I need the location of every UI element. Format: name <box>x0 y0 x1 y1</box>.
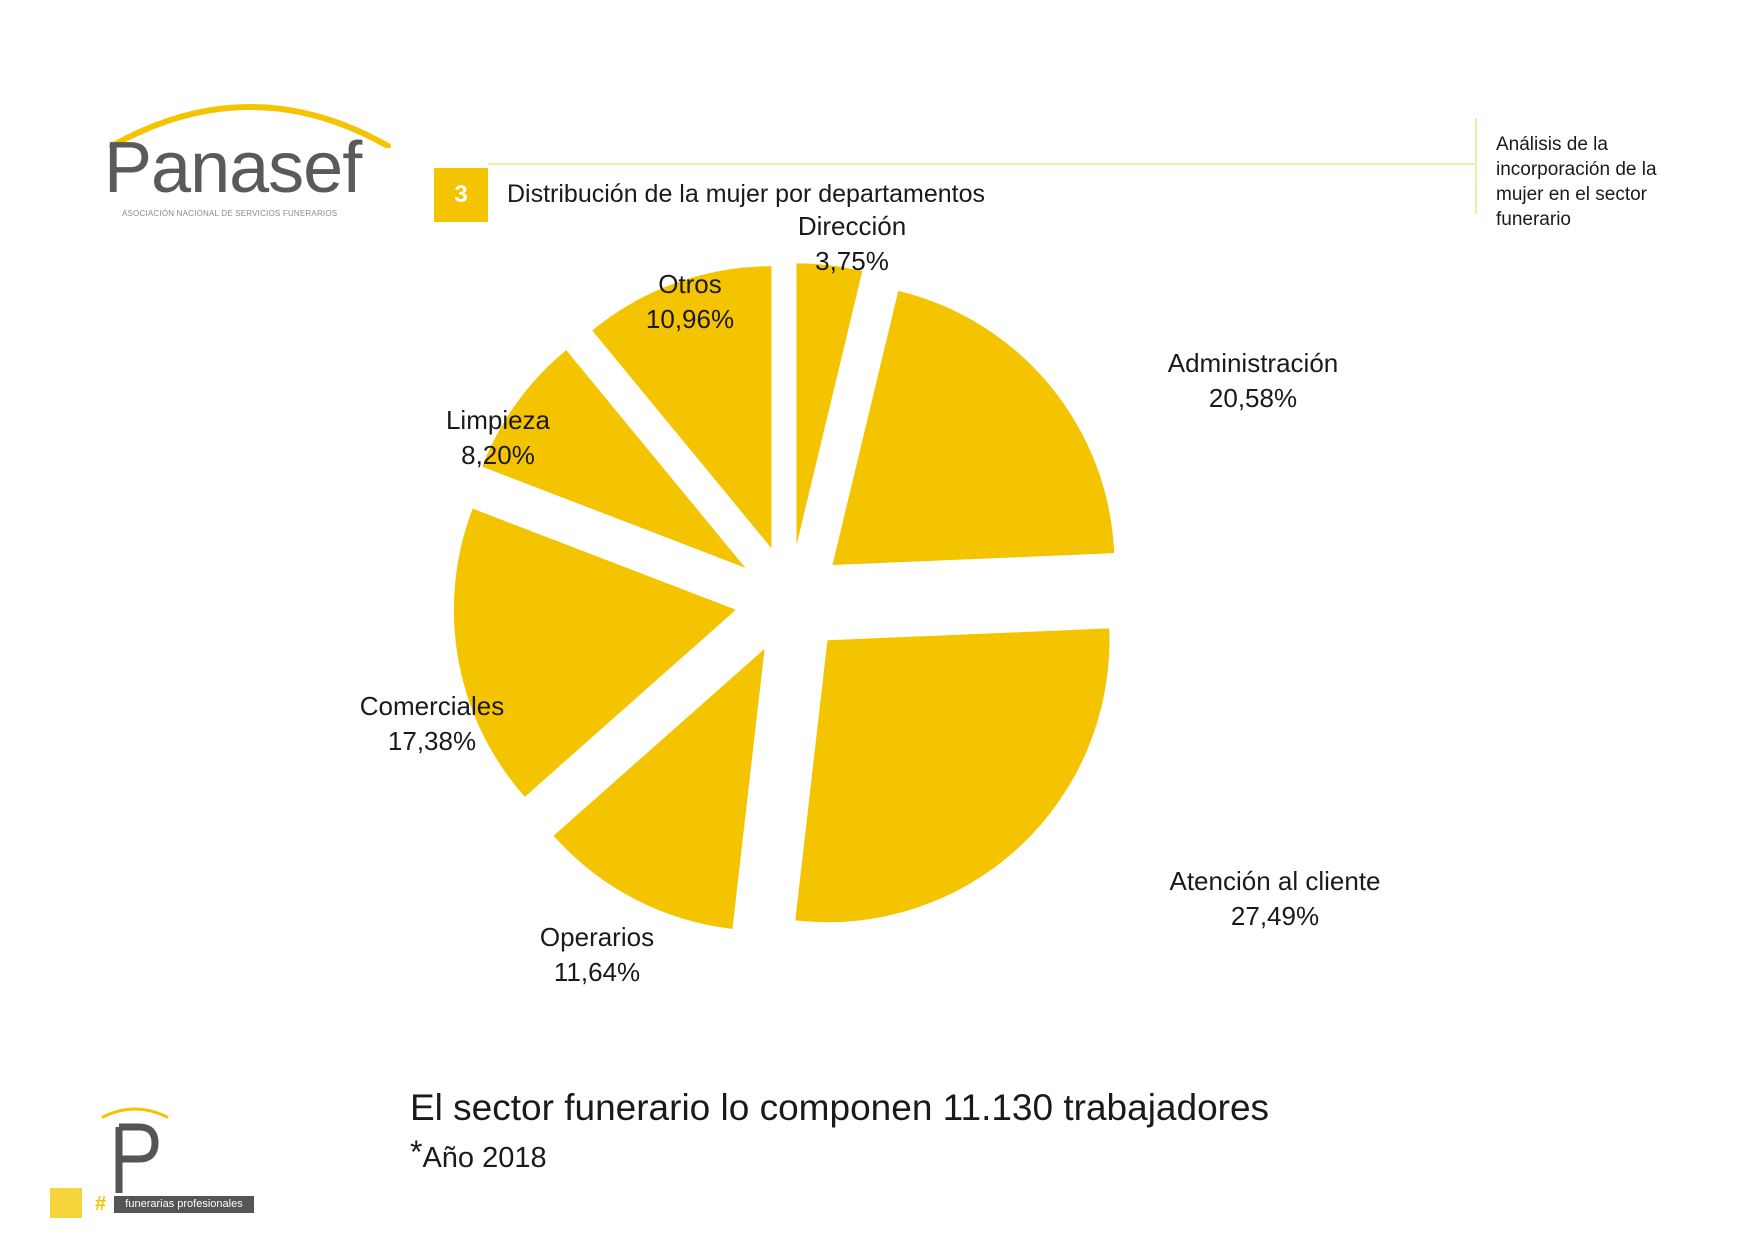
pie-slice-limpieza <box>482 350 746 568</box>
side-note: Análisis de la incorporación de la mujer… <box>1496 134 1657 230</box>
slice-label: Dirección <box>798 211 906 241</box>
header-vertical-divider <box>1475 118 1477 214</box>
footer-year: Año 2018 <box>422 1142 547 1174</box>
logo-arc-icon <box>109 104 391 148</box>
footer-tag: funerarias profesionales <box>114 1196 254 1213</box>
footnote-star: * <box>410 1134 423 1170</box>
pie-slice-atención-al-cliente <box>795 628 1110 923</box>
section-number-badge: 3 <box>434 168 488 222</box>
slice-label: Operarios <box>540 922 654 952</box>
slice-value: 10,96% <box>646 304 734 334</box>
slice-value: 27,49% <box>1231 901 1319 931</box>
slice-value: 11,64% <box>554 957 640 987</box>
pie-slice-operarios <box>553 648 765 929</box>
header-divider <box>488 163 1476 165</box>
pie-chart: Dirección 3,75% Administración 20,58% Atenci… <box>360 211 1381 987</box>
slice-label: Comerciales <box>360 691 505 721</box>
logo-subtitle: ASOCIACIÓN NACIONAL DE SERVICIOS FUNERAR… <box>122 209 338 218</box>
pie-slice-otros <box>592 266 772 549</box>
panasef-logo: Panasef ASOCIACIÓN NACIONAL DE SERVICIOS… <box>100 88 400 228</box>
slice-label: Limpieza <box>446 405 551 435</box>
pie-slice-dirección <box>796 263 863 546</box>
p-logo-icon <box>101 1107 169 1193</box>
hash-symbol: # <box>95 1193 107 1215</box>
yellow-square <box>50 1188 82 1218</box>
logo-wordmark: Panasef <box>104 128 362 208</box>
slice-value: 20,58% <box>1209 383 1297 413</box>
slice-value: 3,75% <box>815 246 889 276</box>
slice-label: Atención al cliente <box>1169 866 1380 896</box>
section-title: Distribución de la mujer por departament… <box>507 180 986 208</box>
slice-label: Administración <box>1168 348 1339 378</box>
footer-year-note: *Año 2018 <box>410 1134 547 1175</box>
slice-value: 17,38% <box>388 726 476 756</box>
pie-slice-administración <box>832 290 1115 566</box>
pie-slice-comerciales <box>453 508 736 797</box>
slice-value: 8,20% <box>461 440 535 470</box>
footer-total-workers: El sector funerario lo componen 11.130 t… <box>410 1087 1270 1128</box>
slice-label: Otros <box>658 269 722 299</box>
